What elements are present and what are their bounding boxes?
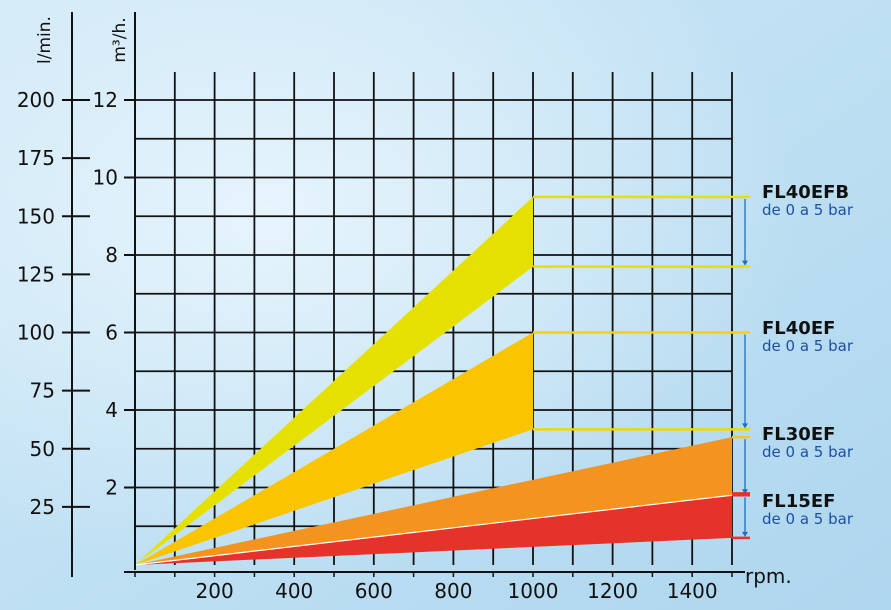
y-left-tick-label: 200 (17, 88, 55, 112)
y-right-unit: m³/h. (110, 17, 130, 62)
range-arrow-head (742, 489, 748, 495)
level-markers (533, 195, 750, 540)
model-label-fl15ef: FL15EF (762, 491, 835, 512)
model-label-fl40ef: FL40EF (762, 318, 835, 339)
x-tick-label: 800 (434, 579, 472, 603)
y-left-unit: l/min. (35, 16, 55, 64)
y-left-tick-label: 125 (17, 262, 55, 286)
model-subtitle-fl30ef: de 0 a 5 bar (762, 443, 854, 461)
model-subtitle-fl40efb: de 0 a 5 bar (762, 201, 854, 219)
x-tick-label: 1200 (587, 579, 638, 603)
model-label-fl30ef: FL30EF (762, 424, 835, 445)
series-bands (134, 196, 733, 566)
y-right-tick-label: 4 (105, 398, 118, 422)
band-fl40ef (135, 332, 533, 565)
y-left-tick-label: 25 (30, 495, 55, 519)
y-left-tick-label: 50 (30, 437, 55, 461)
range-arrow-head (742, 423, 748, 429)
y-right-tick-label: 6 (105, 321, 118, 345)
x-tick-label: 1400 (667, 579, 718, 603)
model-subtitle-fl40ef: de 0 a 5 bar (762, 337, 854, 355)
x-axis-unit: rpm. (745, 564, 792, 588)
band-fl40efb (135, 196, 533, 565)
y-left-tick-label: 175 (17, 146, 55, 170)
y-right-tick-label: 12 (93, 88, 118, 112)
model-label-fl40efb: FL40EFB (762, 182, 849, 203)
x-tick-label: 1000 (508, 579, 559, 603)
range-arrow-head (742, 260, 748, 266)
x-tick-label: 200 (196, 579, 234, 603)
band-separator (134, 494, 733, 566)
axes (62, 12, 745, 577)
x-tick-label: 400 (275, 579, 313, 603)
y-left-tick-label: 75 (30, 379, 55, 403)
y-right-tick-label: 2 (105, 476, 118, 500)
range-arrow-head (742, 531, 748, 537)
y-right-tick-label: 8 (105, 243, 118, 267)
x-tick-label: 600 (355, 579, 393, 603)
labels: 200 400 600 800 1000 1200 1400 rpm. 2 4 6 8 10 12 25 50… (17, 16, 854, 603)
y-left-tick-label: 150 (17, 204, 55, 228)
y-right-tick-label: 10 (93, 166, 118, 190)
model-subtitle-fl15ef: de 0 a 5 bar (762, 510, 854, 528)
y-left-tick-label: 100 (17, 321, 55, 345)
band-fl30ef (135, 437, 732, 565)
